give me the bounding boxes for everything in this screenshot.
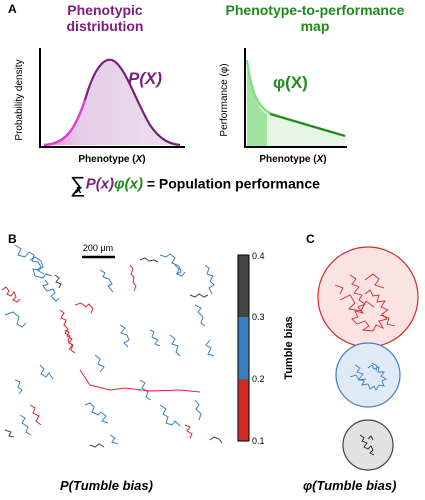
traj-red-8 — [184, 424, 193, 439]
density-fill — [44, 59, 180, 145]
performance-curve-right — [269, 112, 346, 138]
traj-blue-4 — [4, 311, 27, 328]
traj-gray-6 — [209, 436, 223, 444]
eq-p-term: P(x) — [85, 175, 115, 193]
colorbar-tick-3: 0.1 — [252, 436, 265, 446]
red-circle-trajectory — [334, 273, 396, 332]
red-circle — [317, 246, 419, 348]
phi-tumble-bias-label: φ(Tumble bias) — [303, 478, 397, 493]
colorbar-gray — [238, 255, 249, 317]
eq-rest: = Population performance — [146, 175, 320, 192]
traj-blue-1 — [14, 244, 45, 275]
traj-blue-7 — [174, 264, 186, 277]
traj-blue-12 — [169, 334, 181, 357]
trajectories-field: 200 μm — [1, 243, 223, 448]
traj-red-2 — [129, 264, 137, 292]
p-tumble-bias-label: P(Tumble bias) — [60, 478, 153, 493]
left-xlabel: Phenotype (X) — [78, 154, 145, 165]
traj-blue-11 — [149, 329, 161, 347]
performance-plot: Performance (φ) φ(X) Phenotype (X) — [219, 48, 347, 165]
traj-blue-21 — [194, 399, 202, 421]
blue-circle — [335, 342, 401, 408]
colorbar-tick-0: 0.4 — [252, 251, 265, 261]
right-xlabel: Phenotype (X) — [259, 154, 326, 165]
traj-red-7 — [29, 404, 42, 426]
traj-blue-3 — [42, 279, 60, 302]
panel-b-letter: B — [8, 232, 17, 246]
left-ylabel: Probability density — [14, 59, 25, 140]
red-trajectories — [1, 264, 201, 439]
colorbar-red — [238, 379, 249, 441]
phi-circles — [317, 246, 419, 471]
colorbar-frame — [237, 254, 250, 442]
traj-blue-8 — [204, 264, 215, 295]
probability-density-plot: Probability density P(X) Phenotype (X) — [14, 48, 185, 165]
right-title-line1: Phenotype-to-performance — [225, 2, 405, 18]
traj-blue-14 — [39, 364, 54, 380]
panel-c-letter: C — [306, 232, 315, 246]
performance-fill-light — [247, 60, 345, 146]
traj-red-6 — [79, 369, 201, 393]
traj-blue-10 — [119, 324, 130, 348]
colorbar-tick-2: 0.2 — [252, 374, 265, 384]
colorbar-blue — [238, 317, 249, 379]
traj-gray-3 — [189, 293, 209, 298]
phenotype-performance-title: Phenotype-to-performance map — [215, 2, 415, 34]
traj-blue-6 — [159, 253, 182, 275]
phenotypic-distribution-title: Phenotypic distribution — [40, 2, 170, 34]
blue-circle-trajectory — [349, 362, 387, 391]
traj-blue-16 — [94, 354, 105, 373]
traj-blue-9 — [194, 304, 206, 327]
p-of-x-label: P(X) — [128, 69, 162, 88]
colorbar-tick-1: 0.3 — [252, 312, 265, 322]
traj-blue-22 — [109, 434, 119, 445]
phi-of-x-label: φ(X) — [273, 73, 308, 92]
gray-circle — [342, 419, 394, 471]
traj-red-5 — [64, 329, 76, 354]
traj-blue-13 — [205, 339, 215, 357]
performance-fill-dark — [247, 60, 267, 146]
traj-blue-19 — [19, 414, 32, 436]
sum-subscript: x — [75, 183, 82, 196]
blue-trajectories — [4, 244, 215, 445]
density-curve-left — [43, 99, 87, 147]
tumble-bias-colorbar: 0.4 0.3 0.2 0.1 Tumble bias — [237, 251, 295, 446]
left-title-line1: Phenotypic — [67, 2, 143, 18]
right-ylabel: Performance (φ) — [219, 63, 230, 136]
right-title-line2: map — [300, 18, 330, 34]
traj-gray-5 — [89, 443, 105, 448]
scale-bar-label: 200 μm — [83, 243, 113, 253]
population-performance-equation: ∑x P(x)φ(x) = Population performance — [70, 172, 320, 198]
traj-blue-18 — [84, 402, 109, 424]
gray-circle-trajectory — [359, 434, 375, 456]
traj-gray-2 — [139, 257, 159, 263]
traj-gray-4 — [4, 429, 15, 438]
colorbar-label: Tumble bias — [283, 316, 295, 379]
panel-a-letter: A — [8, 2, 17, 16]
gray-trajectories — [4, 257, 223, 448]
traj-blue-20 — [159, 404, 181, 427]
traj-red-4 — [74, 302, 94, 314]
traj-blue-2 — [29, 256, 53, 279]
traj-gray-1 — [54, 274, 62, 289]
eq-phi-term: φ(x) — [114, 175, 143, 193]
traj-blue-5 — [99, 269, 114, 293]
traj-blue-15 — [14, 379, 23, 395]
left-title-line2: distribution — [66, 18, 144, 34]
traj-red-1 — [1, 286, 21, 303]
